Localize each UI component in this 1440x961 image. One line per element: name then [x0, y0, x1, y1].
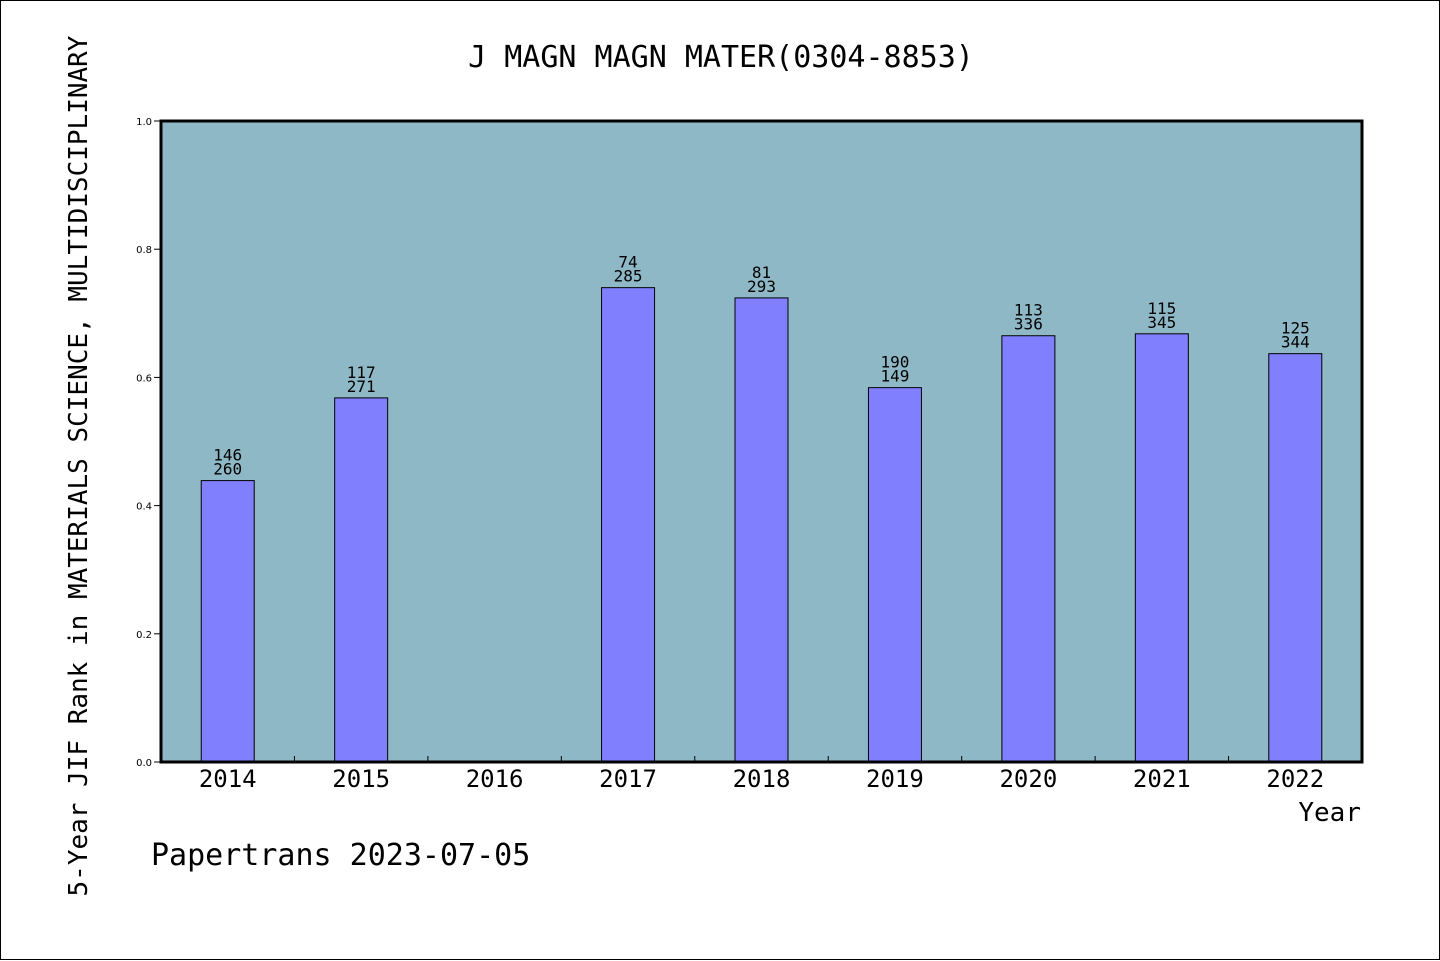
bar-2017	[601, 287, 656, 763]
bar-2021	[1134, 333, 1189, 763]
bar-label-total: 271	[347, 377, 376, 396]
x-axis-label: Year	[1298, 798, 1361, 828]
bar-label-rank: 146	[213, 446, 242, 465]
x-tick-label: 2022	[1266, 765, 1324, 793]
bar-2014	[200, 480, 255, 763]
bar-label-rank: 113	[1014, 301, 1043, 320]
bar-2022	[1268, 353, 1323, 763]
bar-label-total: 336	[1014, 315, 1043, 334]
bar-label-total: 285	[614, 267, 643, 286]
footer-note: Papertrans 2023-07-05	[151, 838, 530, 873]
bar-label-rank: 125	[1281, 319, 1310, 338]
y-tick-label: 0.8	[136, 245, 152, 256]
bar-label-rank: 81	[752, 263, 771, 282]
bar-label-rank: 115	[1147, 299, 1176, 318]
y-axis-label: 5-Year JIF Rank in MATERIALS SCIENCE, MU…	[64, 35, 94, 896]
y-tick-label: 0.6	[136, 373, 152, 384]
bar-label-total: 293	[747, 277, 776, 296]
x-tick-label: 2016	[466, 765, 524, 793]
x-tick-label: 2015	[332, 765, 390, 793]
x-tick-label: 2018	[733, 765, 791, 793]
bar-label-rank: 190	[880, 353, 909, 372]
y-tick-label: 0.2	[136, 630, 152, 641]
x-tick-label: 2014	[199, 765, 257, 793]
bar-2015	[334, 397, 389, 763]
bar-label-rank: 117	[347, 363, 376, 382]
x-tick-label: 2021	[1133, 765, 1191, 793]
x-tick-label: 2020	[999, 765, 1057, 793]
y-tick-label: 0.4	[136, 502, 152, 513]
y-tick-label: 0.0	[136, 758, 152, 769]
bar-2020	[1001, 335, 1056, 763]
bar-label-total: 345	[1147, 313, 1176, 332]
chart-title: J MAGN MAGN MATER(0304-8853)	[468, 40, 974, 75]
bar-label-rank: 74	[618, 253, 637, 272]
bar-label-total: 344	[1281, 333, 1310, 352]
bar-2018	[734, 297, 789, 763]
plot-border	[159, 119, 1364, 764]
bar-2019	[867, 387, 922, 763]
x-tick-label: 2019	[866, 765, 924, 793]
bar-label-total: 149	[880, 367, 909, 386]
ticks-group: 0.0 0.2 0.4 0.6 0.8 1.0 2014 2015 2016 2017 2018 20…	[136, 117, 1324, 793]
bar-label-total: 260	[213, 460, 242, 479]
x-tick-label: 2017	[599, 765, 657, 793]
y-tick-label: 1.0	[136, 117, 152, 128]
